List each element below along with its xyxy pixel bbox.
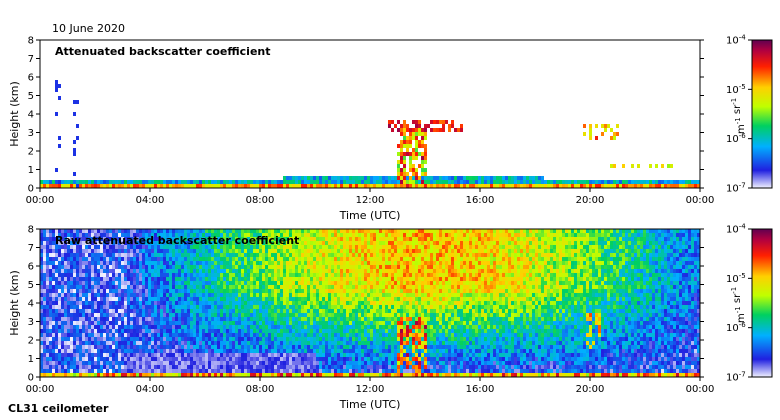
x-tick-label: 04:00 <box>136 384 165 395</box>
x-tick-label: 16:00 <box>466 384 495 395</box>
raw-backscatter-panel: Raw attenuated backscatter coefficient 0 1… <box>8 223 773 411</box>
x-tick-label: 00:00 <box>26 384 55 395</box>
x-tick-label: 20:00 <box>576 384 605 395</box>
colorbar <box>751 228 773 378</box>
y-tick-label: 2 <box>28 147 34 158</box>
colorbar-label: m-1 sr-1 <box>730 287 747 323</box>
y-tick-label: 5 <box>28 280 34 291</box>
colorbar-tick-label: 10-4 <box>726 223 746 236</box>
y-tick-label: 4 <box>28 110 34 121</box>
y-axis-label: Height (km) <box>8 270 21 336</box>
colorbar-tick-label: 10-5 <box>726 272 746 285</box>
x-tick-label: 20:00 <box>576 195 605 206</box>
date-label: 10 June 2020 <box>52 22 125 35</box>
y-tick-label: 5 <box>28 91 34 102</box>
x-tick-label: 04:00 <box>136 195 165 206</box>
y-tick-label: 2 <box>28 336 34 347</box>
heatmap-cells <box>40 229 700 377</box>
y-tick-label: 4 <box>28 299 34 310</box>
y-tick-label: 7 <box>28 54 34 65</box>
plot-background <box>40 40 700 188</box>
y-tick-label: 1 <box>28 354 34 365</box>
y-tick-label: 0 <box>28 373 34 384</box>
chart-title: Attenuated backscatter coefficient <box>55 45 271 58</box>
x-tick-label: 00:00 <box>686 384 715 395</box>
heatmap-cells <box>40 80 700 188</box>
x-tick-label: 16:00 <box>466 195 495 206</box>
y-tick-label: 8 <box>28 36 34 47</box>
y-tick-label: 3 <box>28 128 34 139</box>
y-tick-label: 8 <box>28 225 34 236</box>
x-tick-label: 00:00 <box>26 195 55 206</box>
x-axis-label: Time (UTC) <box>339 398 401 411</box>
x-tick-label: 08:00 <box>246 195 275 206</box>
y-tick-label: 0 <box>28 184 34 195</box>
y-tick-label: 1 <box>28 165 34 176</box>
colorbar-tick-label: 10-7 <box>726 371 746 384</box>
colorbar-tick-label: 10-7 <box>726 182 746 195</box>
colorbar <box>751 39 773 189</box>
colorbar-label: m-1 sr-1 <box>730 98 747 134</box>
colorbar-tick-label: 10-5 <box>726 83 746 96</box>
backscatter-panel: Attenuated backscatter coefficient 0 1 2 3 4 5… <box>8 34 773 222</box>
chart-title: Raw attenuated backscatter coefficient <box>55 234 299 247</box>
x-axis-label: Time (UTC) <box>339 209 401 222</box>
y-tick-label: 3 <box>28 317 34 328</box>
x-tick-label: 00:00 <box>686 195 715 206</box>
y-tick-label: 7 <box>28 243 34 254</box>
y-tick-label: 6 <box>28 73 34 84</box>
x-tick-label: 08:00 <box>246 384 275 395</box>
y-axis-label: Height (km) <box>8 81 21 147</box>
y-tick-label: 6 <box>28 262 34 273</box>
x-tick-label: 12:00 <box>356 384 385 395</box>
x-tick-label: 12:00 <box>356 195 385 206</box>
instrument-label: CL31 ceilometer <box>8 402 109 415</box>
colorbar-tick-label: 10-4 <box>726 34 746 47</box>
